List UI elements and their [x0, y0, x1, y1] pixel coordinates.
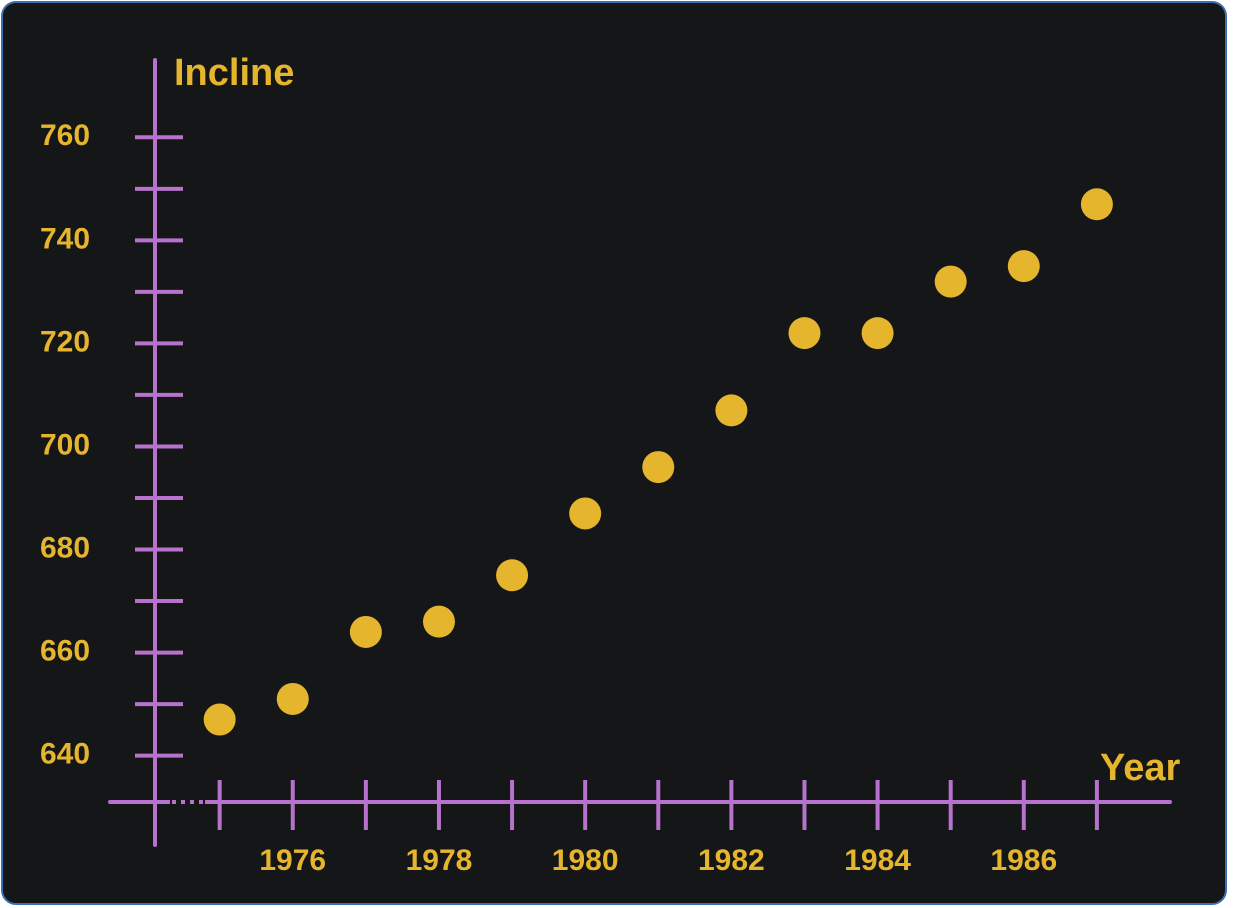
y-axis-title: Incline [174, 52, 294, 94]
y-tick-label: 720 [40, 325, 90, 358]
x-tick-label: 1986 [990, 844, 1057, 877]
y-tick-label: 700 [40, 428, 90, 461]
point [642, 451, 675, 484]
y-tick-label: 680 [40, 531, 90, 564]
x-axis-title: Year [1100, 747, 1181, 789]
point [1007, 250, 1040, 283]
x-tick-label: 1978 [406, 844, 473, 877]
x-tick-label: 1980 [552, 844, 619, 877]
x-tick-label: 1984 [844, 844, 911, 877]
point [203, 703, 236, 736]
y-tick-label: 660 [40, 634, 90, 667]
x-tick-label: 1976 [259, 844, 326, 877]
point [496, 559, 529, 592]
point [1080, 188, 1113, 221]
point [715, 394, 748, 427]
point [349, 615, 382, 648]
point [569, 497, 602, 530]
point [422, 605, 455, 638]
point [861, 317, 894, 350]
point [934, 265, 967, 298]
point [276, 682, 309, 715]
y-tick-label: 740 [40, 222, 90, 255]
panel [1, 1, 1227, 905]
y-tick-label: 640 [40, 738, 90, 771]
x-tick-label: 1982 [698, 844, 765, 877]
y-tick-label: 760 [40, 119, 90, 152]
point [788, 317, 821, 350]
